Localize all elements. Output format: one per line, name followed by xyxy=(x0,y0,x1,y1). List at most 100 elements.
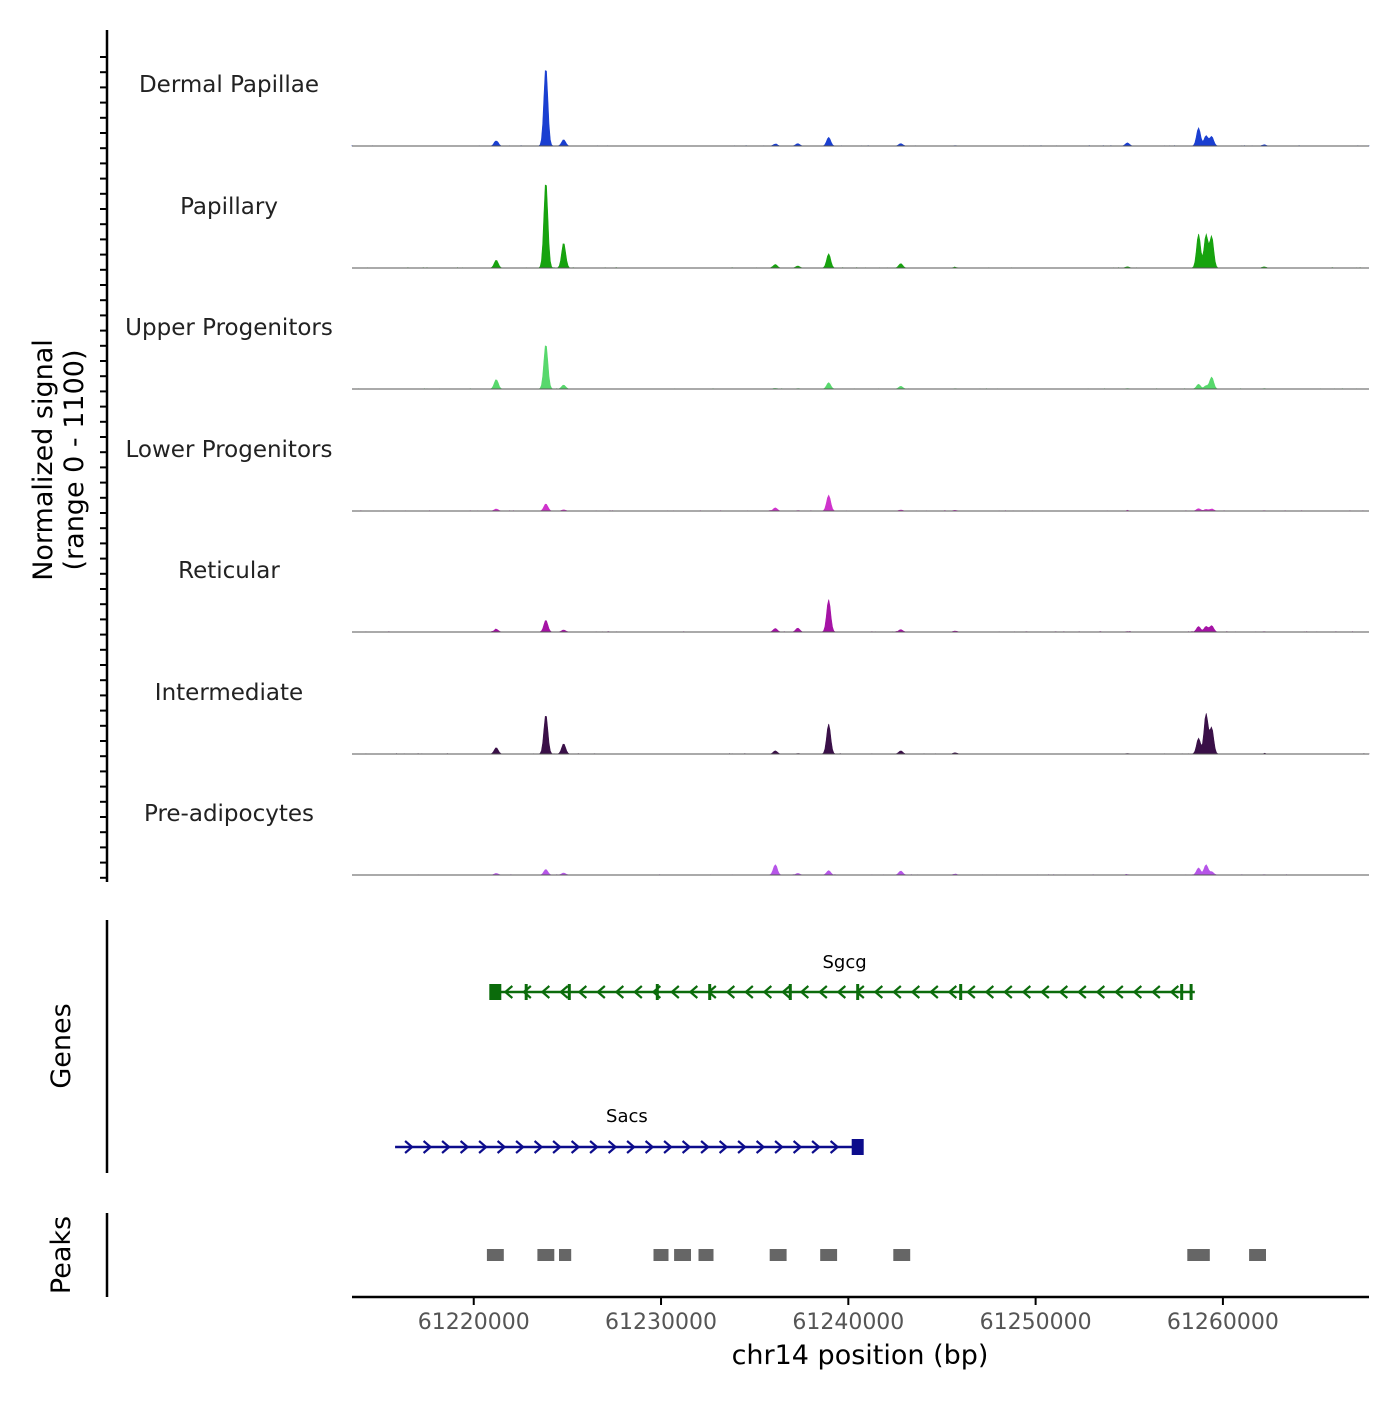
track-label: Lower Progenitors xyxy=(126,437,333,463)
strand-arrow xyxy=(589,1140,599,1154)
strand-arrow xyxy=(503,985,514,999)
strand-arrow xyxy=(792,1140,803,1154)
coverage-tracks: Dermal Papillae Papillary Upper Progenitor… xyxy=(125,70,1370,876)
strand-arrow xyxy=(984,985,995,999)
strand-arrow xyxy=(774,1140,784,1154)
coverage-area xyxy=(352,864,1369,876)
coverage-y-ticks xyxy=(100,56,107,879)
exon-block xyxy=(567,984,571,1000)
peak-region xyxy=(769,1249,787,1261)
strand-arrow xyxy=(762,985,773,999)
strand-arrow xyxy=(577,985,588,999)
gene-name-label: Sgcg xyxy=(823,952,867,973)
strand-arrow xyxy=(441,1140,451,1154)
strand-arrow xyxy=(836,985,847,999)
coverage-area xyxy=(351,70,1370,147)
strand-arrow xyxy=(725,985,736,999)
y-axis-label-line1: Normalized signal xyxy=(28,339,59,581)
exon-block xyxy=(1180,984,1184,1000)
strand-arrow xyxy=(1169,985,1180,999)
strand-arrow xyxy=(799,985,810,999)
track-label: Intermediate xyxy=(155,680,303,706)
strand-arrow xyxy=(1095,985,1106,999)
exon-block xyxy=(856,984,860,1000)
strand-arrow xyxy=(540,985,551,999)
x-axis-ticks: 61220000 61230000 61240000 61250000 61260000 xyxy=(418,1297,1279,1335)
gene-model: Sgcg xyxy=(489,952,1195,1000)
genes-track: Sgcg Sacs xyxy=(395,952,1195,1155)
exon-block xyxy=(959,984,963,1000)
strand-arrow xyxy=(607,1140,618,1154)
strand-arrow xyxy=(929,985,939,999)
track-label: Pre-adipocytes xyxy=(144,801,314,827)
peak-region xyxy=(674,1249,691,1261)
coverage-track: Papillary xyxy=(180,184,1369,269)
coverage-track: Dermal Papillae xyxy=(139,70,1370,147)
x-axis-label: chr14 position (bp) xyxy=(732,1340,989,1371)
strand-arrow xyxy=(522,985,532,999)
strand-arrow xyxy=(910,985,921,999)
exon-block xyxy=(489,984,502,1000)
strand-arrow xyxy=(1058,985,1069,999)
strand-arrow xyxy=(670,985,680,999)
strand-arrow xyxy=(781,985,791,999)
strand-arrow xyxy=(496,1140,507,1154)
strand-arrow xyxy=(559,985,569,999)
strand-arrow xyxy=(892,985,902,999)
strand-arrow xyxy=(596,985,606,999)
peak-region xyxy=(1249,1249,1266,1261)
strand-arrow xyxy=(718,1140,729,1154)
strand-arrow xyxy=(688,985,699,999)
strand-arrow xyxy=(533,1140,544,1154)
strand-arrow xyxy=(1021,985,1032,999)
strand-arrow xyxy=(737,1140,747,1154)
strand-arrow xyxy=(829,1140,840,1154)
strand-arrow xyxy=(404,1140,414,1154)
gene-name-label: Sacs xyxy=(606,1106,648,1127)
peak-region xyxy=(893,1249,911,1261)
coverage-area xyxy=(352,184,1369,269)
peaks-track xyxy=(486,1249,1266,1261)
x-tick-label: 61230000 xyxy=(605,1310,717,1335)
strand-arrow xyxy=(755,1140,766,1154)
peak-region xyxy=(653,1249,669,1261)
peak-region xyxy=(486,1249,504,1261)
peak-region xyxy=(559,1249,572,1261)
exon-block xyxy=(708,984,712,1000)
exon-block xyxy=(524,984,528,1000)
strand-arrow xyxy=(644,1140,655,1154)
x-tick-label: 61220000 xyxy=(418,1310,530,1335)
strand-arrow xyxy=(1077,985,1087,999)
coverage-area xyxy=(352,599,1369,633)
coverage-track: Pre-adipocytes xyxy=(144,801,1369,876)
peak-region xyxy=(1187,1249,1210,1261)
strand-arrow xyxy=(515,1140,525,1154)
coverage-track: Upper Progenitors xyxy=(125,315,1369,390)
strand-arrow xyxy=(459,1140,470,1154)
coverage-area xyxy=(352,494,1369,512)
strand-arrow xyxy=(966,985,976,999)
strand-arrow xyxy=(947,985,958,999)
strand-arrow xyxy=(626,1140,636,1154)
gene-model: Sacs xyxy=(395,1106,864,1155)
exon-block xyxy=(788,984,792,1000)
strand-arrow xyxy=(700,1140,710,1154)
x-tick-label: 61260000 xyxy=(1167,1310,1279,1335)
track-label: Upper Progenitors xyxy=(125,315,333,341)
y-axis-label-line2: (range 0 - 1100) xyxy=(59,350,90,571)
strand-arrow xyxy=(570,1140,581,1154)
strand-arrow xyxy=(552,1140,562,1154)
peak-region xyxy=(537,1249,555,1261)
genes-track-label: Genes xyxy=(46,1003,77,1088)
strand-arrow xyxy=(422,1140,433,1154)
exon-block xyxy=(655,984,659,1000)
strand-arrow xyxy=(681,1140,692,1154)
strand-arrow xyxy=(1151,985,1161,999)
peaks-track-label: Peaks xyxy=(46,1216,77,1294)
coverage-area xyxy=(352,713,1370,755)
coverage-track: Lower Progenitors xyxy=(126,437,1369,512)
track-label: Reticular xyxy=(178,558,280,584)
peak-region xyxy=(820,1249,838,1261)
